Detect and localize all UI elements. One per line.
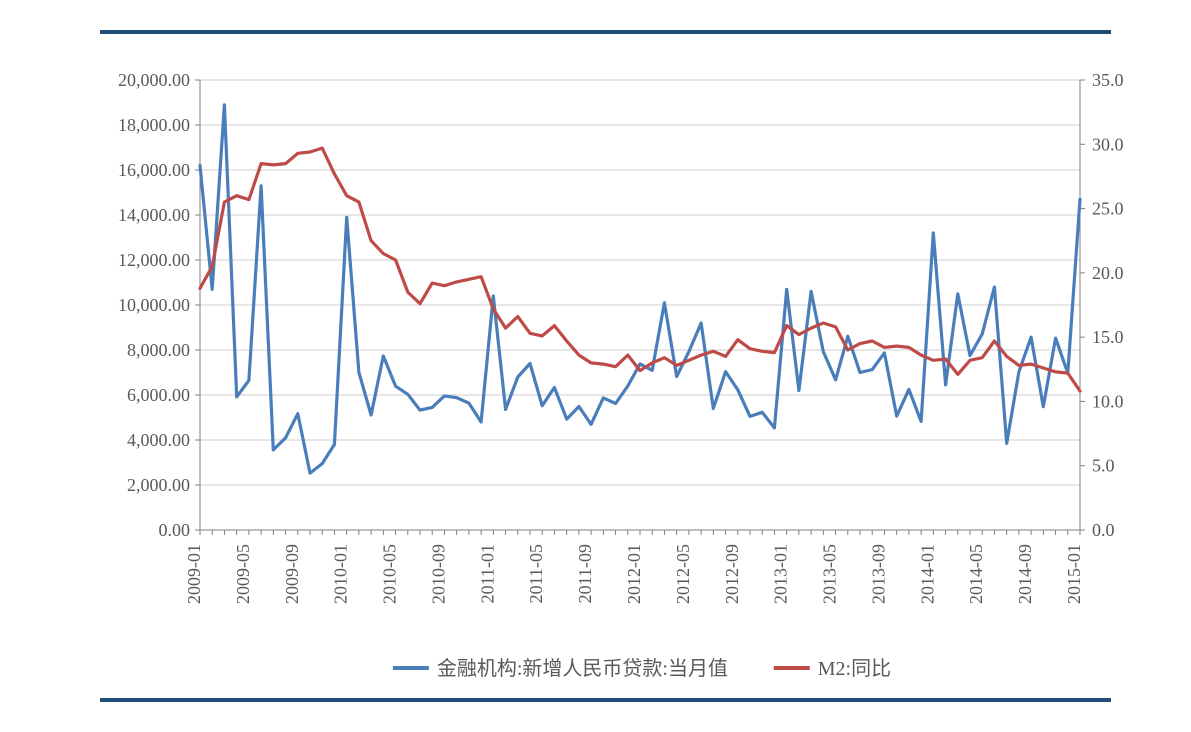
y-left-tick-label: 8,000.00 [127, 340, 190, 360]
x-tick-label: 2014-01 [917, 544, 937, 604]
x-tick-label: 2012-01 [624, 544, 644, 604]
x-tick-label: 2009-05 [233, 544, 253, 604]
x-tick-label: 2013-09 [868, 544, 888, 604]
x-tick-label: 2009-01 [184, 544, 204, 604]
legend-label: M2:同比 [818, 657, 891, 680]
y-left-tick-label: 16,000.00 [118, 160, 190, 180]
y-right-tick-label: 5.0 [1092, 456, 1115, 476]
y-right-tick-label: 25.0 [1092, 199, 1124, 219]
y-right-tick-label: 20.0 [1092, 263, 1124, 283]
x-tick-label: 2011-05 [526, 544, 546, 603]
x-tick-label: 2011-09 [575, 544, 595, 603]
y-right-tick-label: 30.0 [1092, 134, 1124, 154]
y-left-tick-label: 4,000.00 [127, 430, 190, 450]
x-tick-label: 2009-09 [282, 544, 302, 604]
x-tick-label: 2012-09 [722, 544, 742, 604]
dual-axis-line-chart: 0.00 2,000.00 4,000.00 6,000.00 8,000.00 10,0… [0, 0, 1191, 727]
top-rule [100, 30, 1111, 34]
x-tick-label: 2013-05 [820, 544, 840, 604]
x-tick-label: 2015-01 [1064, 544, 1084, 604]
y-left-tick-label: 10,000.00 [118, 295, 190, 315]
y-right-tick-label: 10.0 [1092, 391, 1124, 411]
chart-container: 0.00 2,000.00 4,000.00 6,000.00 8,000.00 10,0… [0, 0, 1191, 727]
x-tick-label: 2013-01 [771, 544, 791, 604]
y-right-tick-label: 0.0 [1092, 520, 1115, 540]
series-line [200, 105, 1080, 473]
y-right-tick-label: 15.0 [1092, 327, 1124, 347]
y-left-tick-label: 6,000.00 [127, 385, 190, 405]
y-left-tick-label: 20,000.00 [118, 70, 190, 90]
y-left-tick-label: 12,000.00 [118, 250, 190, 270]
y-left-tick-label: 2,000.00 [127, 475, 190, 495]
series-line [200, 148, 1080, 391]
y-right-tick-label: 35.0 [1092, 70, 1124, 90]
x-tick-label: 2010-05 [380, 544, 400, 604]
y-left-tick-label: 18,000.00 [118, 115, 190, 135]
y-left-tick-label: 14,000.00 [118, 205, 190, 225]
x-tick-label: 2014-09 [1015, 544, 1035, 604]
x-tick-label: 2012-05 [673, 544, 693, 604]
y-left-tick-label: 0.00 [159, 520, 191, 540]
x-tick-label: 2011-01 [477, 544, 497, 603]
x-tick-label: 2010-01 [331, 544, 351, 604]
legend-label: 金融机构:新增人民币贷款:当月值 [437, 657, 728, 680]
bottom-rule [100, 698, 1111, 702]
x-tick-label: 2014-05 [966, 544, 986, 604]
x-tick-label: 2010-09 [428, 544, 448, 604]
